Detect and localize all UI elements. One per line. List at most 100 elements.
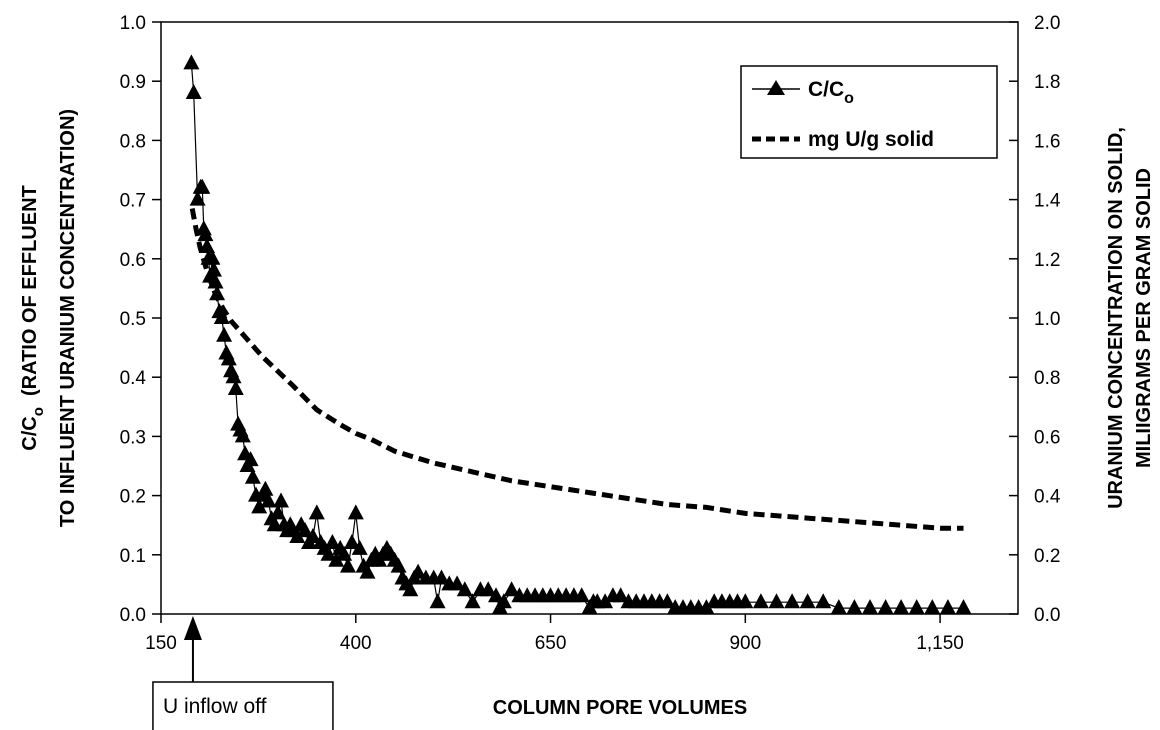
series-cco-point: [289, 528, 306, 543]
y-right-tick-label: 1.6: [1034, 131, 1060, 152]
y-left-tick-label: 0.7: [120, 191, 146, 212]
series-cco-point: [390, 557, 407, 573]
series-cco-point: [955, 599, 972, 615]
series-cco-point: [908, 599, 925, 615]
y-left-tick-label: 1.0: [120, 13, 146, 34]
series-cco-point: [304, 528, 321, 543]
series-cco-point: [402, 581, 419, 597]
y-right-axis-ticks: 0.0 0.2 0.4 0.6 0.8 1.0 1.2 1.4 1.6 1.8 2.0: [1009, 13, 1061, 626]
annotation-box: [152, 681, 334, 730]
series-cco-point: [429, 593, 446, 609]
annotation-label: U inflow off: [163, 695, 267, 718]
legend-triangle-marker: [767, 80, 785, 95]
y-left-tick-label: 0.3: [120, 427, 146, 448]
series-cco-point: [495, 593, 512, 609]
y-right-tick-label: 1.0: [1034, 309, 1060, 330]
series-cco-point: [698, 599, 715, 615]
series-cco-point: [480, 581, 497, 597]
y-left-axis-ticks: 0.0 0.1 0.2 0.3 0.4 0.5 0.6 0.7 0.8 0.9 1.0: [120, 13, 161, 626]
series-cco-point: [433, 569, 450, 585]
y-left-tick-label: 0.6: [120, 250, 146, 271]
series-cco-point: [194, 178, 211, 194]
series-cco-point: [234, 427, 251, 443]
series-cco-point: [347, 504, 364, 520]
series-cco-point: [340, 557, 356, 573]
series-cco-point: [612, 587, 629, 603]
series-cco-point: [768, 593, 785, 609]
legend: C/Co mg U/g solid: [740, 65, 998, 159]
legend-box: [740, 65, 998, 159]
series-cco-point: [573, 587, 590, 603]
annotation-arrowhead: [183, 616, 202, 640]
series-cco-point: [799, 593, 816, 609]
series-cco-point: [320, 545, 337, 561]
y-right-tick-label: 2.0: [1034, 13, 1060, 34]
series-cco-point: [328, 551, 345, 567]
series-cco-point: [503, 581, 520, 597]
x-tick-label: 150: [145, 633, 177, 654]
series-cco-point: [185, 84, 202, 99]
series-mg-u-per-g-line: [189, 208, 964, 531]
series-cco-point: [183, 54, 200, 70]
x-tick-label: 650: [535, 633, 567, 654]
y-right-tick-label: 0.6: [1034, 427, 1060, 448]
x-axis-title: COLUMN PORE VOLUMES: [493, 697, 747, 719]
y-left-tick-label: 0.1: [120, 546, 146, 567]
series-cco-point: [877, 599, 894, 615]
series-cco-point: [216, 326, 233, 342]
y-left-tick-label: 0.9: [120, 72, 146, 93]
y-right-tick-label: 0.4: [1034, 487, 1061, 508]
series-cco-point: [244, 468, 261, 484]
series-cco-point: [206, 261, 222, 277]
series-cco-point: [273, 492, 289, 508]
x-tick-label: 1,150: [916, 633, 964, 654]
y-right-tick-label: 0.0: [1034, 605, 1060, 626]
series-cco-point: [862, 599, 878, 615]
series-cco-point: [488, 587, 504, 603]
series-cco-point: [597, 593, 614, 609]
series-cco-point: [297, 522, 314, 538]
series-cco-point: [784, 593, 801, 609]
series-layer: [183, 54, 972, 615]
series-cco-point: [815, 593, 832, 609]
series-cco-point: [659, 593, 676, 609]
y-left-tick-label: 0.2: [120, 487, 146, 508]
series-cco-point: [220, 350, 237, 366]
series-cco-point: [336, 545, 353, 561]
x-axis-ticks: 150 400 650 900 1,150: [145, 614, 964, 654]
y-left-tick-label: 0.5: [120, 309, 146, 330]
series-cco-point: [924, 599, 941, 615]
series-cco-point: [204, 249, 221, 265]
series-cco-point: [197, 226, 214, 242]
y-left-tick-label: 0.0: [120, 605, 146, 626]
y-right-tick-label: 0.2: [1034, 546, 1060, 567]
y-right-tick-label: 1.8: [1034, 72, 1060, 93]
y-right-tick-label: 0.8: [1034, 368, 1060, 389]
u-inflow-off-annotation: U inflow off: [152, 616, 334, 730]
y-right-axis-title-line1: URANIUM CONCENTRATION ON SOLID,: [1105, 127, 1127, 509]
series-cco-point: [251, 498, 268, 514]
series-cco-point: [343, 534, 360, 549]
y-left-tick-label: 0.8: [120, 131, 146, 152]
y-right-axis-title: URANIUM CONCENTRATION ON SOLID, MILIIGRA…: [1105, 127, 1155, 509]
series-cco-point: [227, 380, 244, 395]
y-right-tick-label: 1.4: [1034, 191, 1061, 212]
series-cco-point: [189, 190, 206, 206]
series-cco-point: [737, 593, 754, 609]
series-cco-point: [846, 599, 863, 615]
x-tick-label: 400: [340, 633, 372, 654]
series-cco-point: [893, 599, 910, 615]
series-cco-point: [449, 575, 466, 591]
y-left-axis-title-line1: C/Co (RATIO OF EFFLUENT: [19, 185, 47, 450]
series-cco-point: [752, 593, 769, 609]
legend-label-mg: mg U/g solid: [808, 128, 934, 151]
series-cco-point: [225, 368, 242, 384]
series-cco-point: [324, 534, 341, 549]
series-cco-point: [939, 599, 956, 615]
y-left-tick-label: 0.4: [120, 368, 147, 389]
series-cco-point: [351, 539, 368, 555]
y-right-tick-label: 1.2: [1034, 250, 1060, 271]
y-left-axis-title: C/Co (RATIO OF EFFLUENT TO INFLUENT URAN…: [19, 109, 79, 527]
series-cco-point: [456, 581, 473, 597]
